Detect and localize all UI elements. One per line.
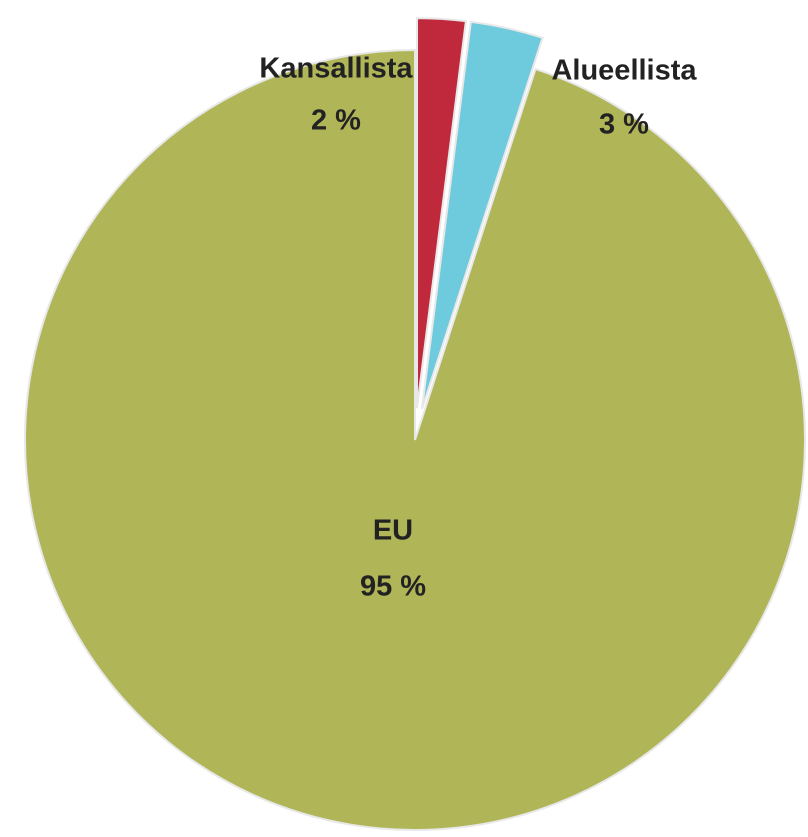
slice-name: Alueellista [551,55,697,87]
slice-name: EU [373,515,413,547]
slice-name: Kansallista [259,53,413,85]
pie-slice [24,48,806,831]
pie-slice [420,20,544,410]
slice-value: 95 % [360,571,426,603]
pie-slice [416,17,468,409]
slice-value: 3 % [599,109,649,141]
slice-value: 2 % [311,105,361,137]
